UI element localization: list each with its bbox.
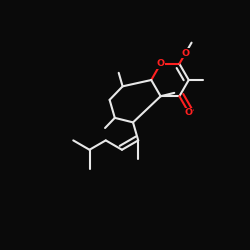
Text: O: O bbox=[182, 49, 190, 58]
Text: O: O bbox=[156, 59, 165, 68]
Text: O: O bbox=[185, 108, 193, 117]
